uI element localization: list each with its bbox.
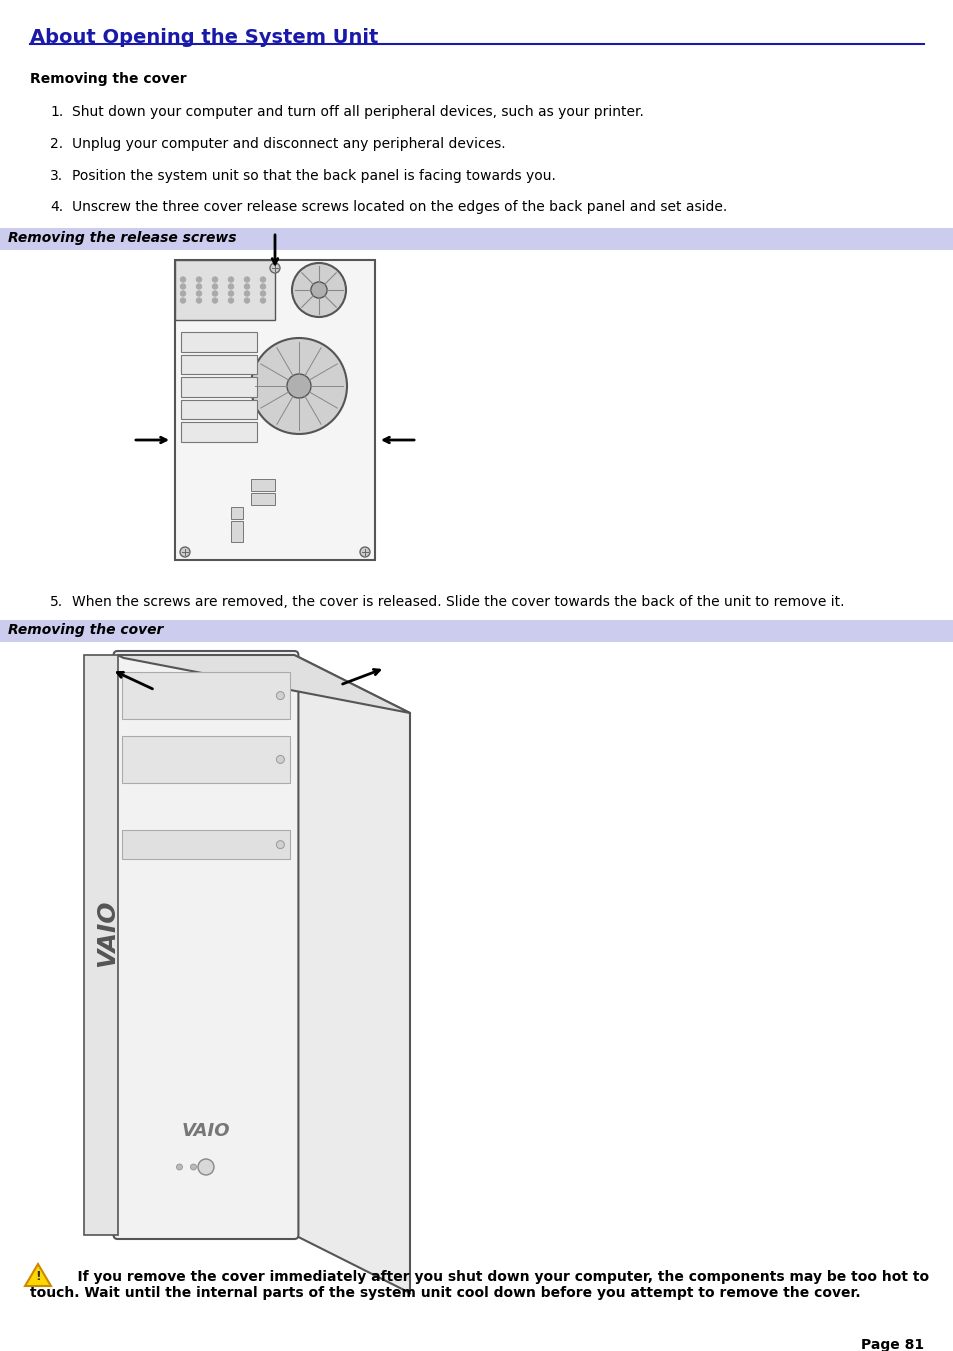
Text: Position the system unit so that the back panel is facing towards you.: Position the system unit so that the bac… [71,169,556,182]
Circle shape [180,547,190,557]
Circle shape [260,284,265,289]
Circle shape [270,263,280,273]
Bar [121,673,290,719]
Circle shape [229,290,233,296]
Circle shape [244,290,250,296]
Polygon shape [117,655,410,713]
Circle shape [359,547,370,557]
Polygon shape [294,655,410,1293]
Text: VAIO: VAIO [182,1121,230,1140]
Text: 5.: 5. [50,594,63,609]
Circle shape [196,299,201,303]
Circle shape [244,277,250,282]
Circle shape [191,1165,196,1170]
Circle shape [213,277,217,282]
Circle shape [244,299,250,303]
Circle shape [244,284,250,289]
Circle shape [260,290,265,296]
Text: Unscrew the three cover release screws located on the edges of the back panel an: Unscrew the three cover release screws l… [71,200,726,213]
Circle shape [229,284,233,289]
Circle shape [176,1165,182,1170]
Text: 1.: 1. [50,105,63,119]
Circle shape [287,374,311,399]
Circle shape [213,299,217,303]
Circle shape [229,277,233,282]
Text: Unplug your computer and disconnect any peripheral devices.: Unplug your computer and disconnect any … [71,136,505,151]
Bar [231,521,243,542]
Circle shape [180,299,185,303]
Bar [0,620,953,642]
Circle shape [180,284,185,289]
Bar [0,228,953,250]
Bar [231,507,243,519]
Bar [174,259,375,561]
Bar [181,377,256,396]
Bar [174,259,274,320]
Circle shape [180,277,185,282]
Text: VAIO: VAIO [95,900,119,967]
Circle shape [276,755,284,763]
Text: 2.: 2. [50,136,63,151]
Text: 3.: 3. [50,169,63,182]
Circle shape [276,692,284,700]
Bar [84,655,117,1235]
Circle shape [260,299,265,303]
Bar [251,480,274,490]
Text: Removing the cover: Removing the cover [30,72,187,86]
Bar [181,400,256,419]
Circle shape [198,1159,213,1175]
Text: touch. Wait until the internal parts of the system unit cool down before you att: touch. Wait until the internal parts of … [30,1286,860,1300]
Text: 4.: 4. [50,200,63,213]
Circle shape [196,284,201,289]
Bar [181,354,256,374]
Circle shape [196,290,201,296]
Text: Removing the cover: Removing the cover [8,623,163,638]
Circle shape [311,282,327,299]
Text: Page 81: Page 81 [860,1337,923,1351]
Circle shape [260,277,265,282]
Text: Removing the release screws: Removing the release screws [8,231,236,245]
Bar [121,736,290,782]
Polygon shape [25,1265,51,1286]
Circle shape [229,299,233,303]
Bar [181,422,256,442]
Circle shape [196,277,201,282]
Text: !: ! [35,1270,41,1283]
Circle shape [251,338,347,434]
Circle shape [276,840,284,848]
Bar [251,493,274,505]
Circle shape [213,284,217,289]
FancyBboxPatch shape [113,651,298,1239]
Text: When the screws are removed, the cover is released. Slide the cover towards the : When the screws are removed, the cover i… [71,594,843,609]
Circle shape [292,263,346,317]
Circle shape [213,290,217,296]
Bar [121,830,290,859]
Text: About Opening the System Unit: About Opening the System Unit [30,28,378,47]
Text: Shut down your computer and turn off all peripheral devices, such as your printe: Shut down your computer and turn off all… [71,105,643,119]
Text: If you remove the cover immediately after you shut down your computer, the compo: If you remove the cover immediately afte… [58,1270,928,1283]
Circle shape [180,290,185,296]
Bar [181,332,256,351]
